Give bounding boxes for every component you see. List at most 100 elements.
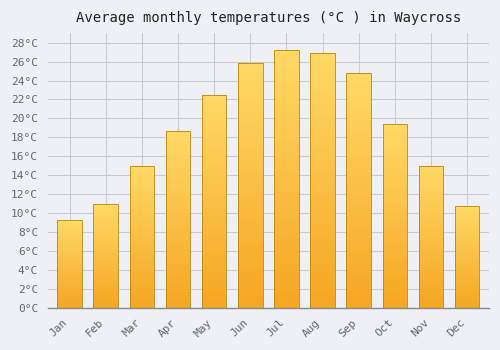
Bar: [346, 132, 371, 134]
Bar: [310, 153, 335, 155]
Bar: [310, 275, 335, 277]
Bar: [94, 241, 118, 242]
Bar: [202, 261, 226, 263]
Bar: [130, 252, 154, 254]
Bar: [202, 103, 226, 105]
Bar: [166, 297, 190, 299]
Bar: [166, 221, 190, 223]
Bar: [166, 304, 190, 306]
Bar: [130, 299, 154, 301]
Bar: [166, 155, 190, 157]
Bar: [202, 169, 226, 172]
Bar: [238, 254, 262, 256]
Bar: [419, 200, 444, 201]
Bar: [238, 210, 262, 212]
Bar: [310, 193, 335, 196]
Bar: [238, 251, 262, 254]
Bar: [455, 226, 479, 227]
Bar: [166, 205, 190, 207]
Bar: [94, 229, 118, 230]
Bar: [166, 173, 190, 175]
Bar: [382, 253, 407, 254]
Bar: [419, 223, 444, 224]
Bar: [310, 81, 335, 84]
Bar: [202, 182, 226, 184]
Bar: [94, 264, 118, 265]
Bar: [455, 288, 479, 289]
Bar: [130, 169, 154, 170]
Bar: [166, 180, 190, 182]
Bar: [274, 264, 298, 267]
Bar: [382, 148, 407, 150]
Bar: [346, 120, 371, 122]
Bar: [310, 147, 335, 150]
Bar: [346, 174, 371, 176]
Bar: [238, 158, 262, 161]
Bar: [455, 263, 479, 264]
Bar: [238, 161, 262, 163]
Bar: [382, 241, 407, 244]
Bar: [94, 204, 118, 308]
Bar: [382, 194, 407, 196]
Bar: [94, 283, 118, 284]
Bar: [202, 114, 226, 116]
Bar: [202, 150, 226, 152]
Bar: [94, 237, 118, 238]
Bar: [382, 269, 407, 271]
Bar: [346, 197, 371, 200]
Bar: [238, 293, 262, 295]
Bar: [130, 294, 154, 295]
Bar: [419, 271, 444, 272]
Bar: [274, 74, 298, 76]
Bar: [419, 287, 444, 288]
Bar: [166, 274, 190, 276]
Bar: [57, 230, 82, 231]
Bar: [382, 141, 407, 142]
Bar: [94, 291, 118, 292]
Bar: [57, 253, 82, 254]
Bar: [455, 261, 479, 262]
Bar: [419, 193, 444, 194]
Bar: [238, 63, 262, 65]
Bar: [274, 205, 298, 207]
Bar: [382, 236, 407, 238]
Bar: [202, 240, 226, 242]
Bar: [455, 246, 479, 247]
Bar: [274, 127, 298, 130]
Bar: [382, 128, 407, 130]
Bar: [274, 135, 298, 138]
Bar: [94, 284, 118, 285]
Bar: [202, 163, 226, 165]
Bar: [310, 262, 335, 265]
Bar: [455, 269, 479, 270]
Bar: [130, 305, 154, 306]
Bar: [57, 240, 82, 241]
Bar: [346, 122, 371, 125]
Bar: [130, 181, 154, 183]
Bar: [238, 141, 262, 144]
Bar: [455, 240, 479, 241]
Bar: [166, 258, 190, 260]
Bar: [57, 257, 82, 258]
Bar: [455, 245, 479, 246]
Bar: [130, 245, 154, 247]
Bar: [166, 141, 190, 143]
Bar: [274, 199, 298, 202]
Bar: [202, 110, 226, 112]
Bar: [310, 71, 335, 74]
Bar: [346, 78, 371, 80]
Bar: [57, 236, 82, 237]
Bar: [346, 202, 371, 204]
Bar: [382, 139, 407, 141]
Bar: [166, 223, 190, 225]
Bar: [94, 215, 118, 216]
Bar: [419, 251, 444, 252]
Bar: [94, 261, 118, 262]
Bar: [346, 125, 371, 127]
Bar: [238, 278, 262, 281]
Bar: [130, 244, 154, 245]
Bar: [382, 176, 407, 177]
Bar: [94, 230, 118, 231]
Bar: [57, 233, 82, 234]
Bar: [202, 191, 226, 193]
